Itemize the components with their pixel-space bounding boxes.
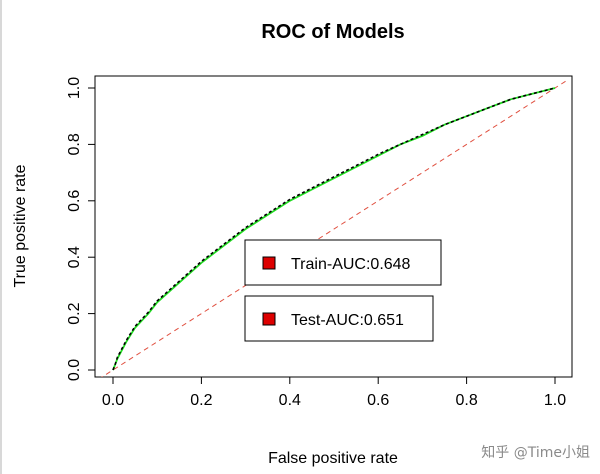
y-tick-label: 0.0 <box>66 359 83 381</box>
x-tick-label: 0.0 <box>102 392 124 409</box>
y-tick-label: 0.8 <box>66 133 83 155</box>
watermark: 知乎 @Time小姐 <box>481 445 590 461</box>
legend-marker <box>262 256 276 270</box>
legend-label: Train-AUC:0.648 <box>291 256 411 273</box>
x-tick-label: 0.8 <box>455 392 477 409</box>
legend-label: Test-AUC:0.651 <box>291 312 404 329</box>
y-tick-label: 1.0 <box>66 77 83 99</box>
legend-box <box>244 239 442 286</box>
x-axis-label: False positive rate <box>268 450 398 467</box>
x-tick-label: 0.2 <box>190 392 212 409</box>
legend-marker <box>262 312 276 326</box>
series-test-line <box>112 87 556 371</box>
x-tick-label: 0.6 <box>367 392 389 409</box>
plot-area-border <box>94 75 573 378</box>
y-axis-label: True positive rate <box>12 164 29 287</box>
reference-diagonal-line <box>101 80 567 377</box>
chart-title: ROC of Models <box>261 21 404 43</box>
chart-marks: 0.0 0.2 0.4 0.6 0.8 1.0 0.0 0.2 0.4 0.6 0.8 1.0 Trai… <box>66 77 567 409</box>
x-tick-label: 1.0 <box>544 392 566 409</box>
y-tick-label: 0.2 <box>66 302 83 324</box>
y-tick-label: 0.6 <box>66 190 83 212</box>
legend-box <box>244 295 434 342</box>
x-tick-label: 0.4 <box>279 392 301 409</box>
y-tick-label: 0.4 <box>66 246 83 268</box>
